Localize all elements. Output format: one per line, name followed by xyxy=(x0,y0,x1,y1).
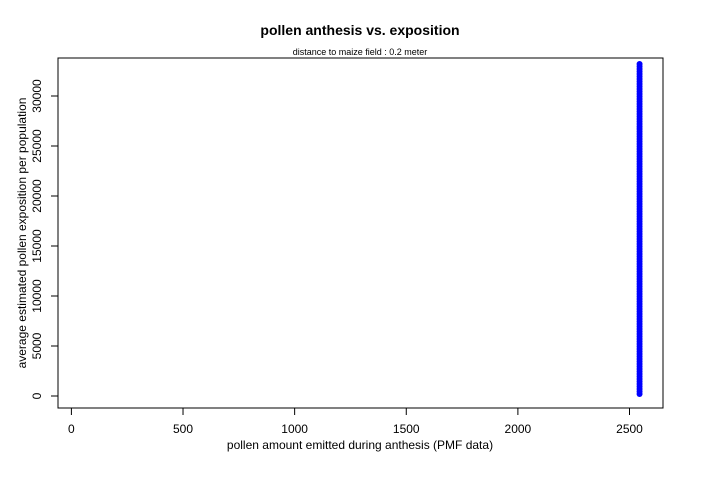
y-tick-label: 10000 xyxy=(30,279,44,313)
x-tick-label: 2000 xyxy=(505,422,532,436)
x-tick-label: 1000 xyxy=(281,422,308,436)
chart-title: pollen anthesis vs. exposition xyxy=(260,22,459,38)
y-tick-label: 25000 xyxy=(30,129,44,163)
x-axis-label: pollen amount emitted during anthesis (P… xyxy=(227,438,493,452)
y-tick-label: 5000 xyxy=(30,332,44,359)
chart-subtitle: distance to maize field : 0.2 meter xyxy=(293,47,428,57)
data-points xyxy=(636,61,643,397)
x-tick-label: 500 xyxy=(173,422,193,436)
x-tick-label: 1500 xyxy=(393,422,420,436)
x-tick-label: 2500 xyxy=(616,422,643,436)
y-tick-label: 0 xyxy=(30,392,44,399)
plot-frame xyxy=(57,57,664,409)
y-tick-label: 20000 xyxy=(30,179,44,213)
y-tick-label: 15000 xyxy=(30,229,44,263)
y-tick-label: 30000 xyxy=(30,79,44,113)
y-axis-label: average estimated pollen exposition per … xyxy=(15,98,29,369)
y-axis: 0 5000 10000 15000 20000 25000 30000 xyxy=(30,79,59,399)
x-tick-label: 0 xyxy=(68,422,75,436)
data-point xyxy=(636,61,643,67)
x-axis: 0 500 1000 1500 2000 2500 xyxy=(68,407,643,436)
